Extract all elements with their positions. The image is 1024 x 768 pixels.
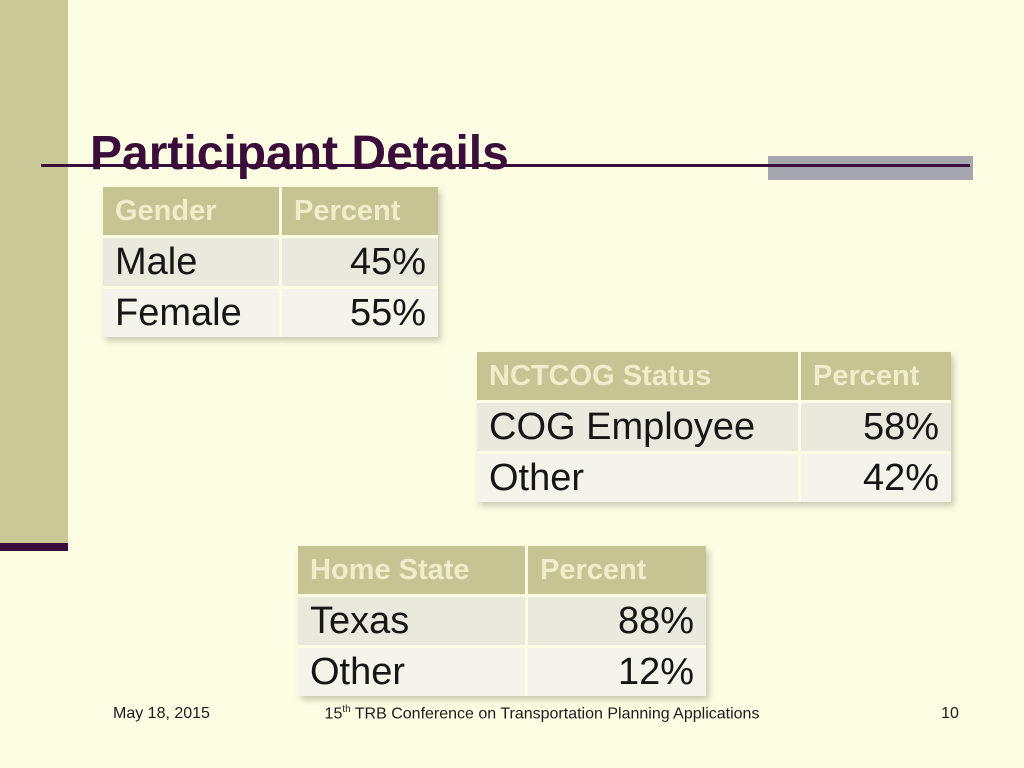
table-cell-value: 45% (282, 238, 438, 286)
sidebar-accent-bar (0, 0, 68, 543)
table-cell-label: Texas (298, 597, 525, 645)
table-cell-value: 42% (801, 454, 951, 502)
table-cell-value: 55% (282, 289, 438, 337)
table-cell-label: COG Employee (477, 403, 798, 451)
table-header-cell: Percent (282, 187, 438, 235)
table-cell-label: Other (298, 648, 525, 696)
sidebar-end-bar (0, 543, 68, 551)
footer-conference-prefix: 15 (324, 705, 343, 723)
footer-conference-rest: TRB Conference on Transportation Plannin… (350, 705, 760, 723)
title-underline-rule (41, 164, 970, 167)
table-cell-label: Other (477, 454, 798, 502)
table-cell-value: 12% (528, 648, 706, 696)
table-header-cell: Home State (298, 546, 525, 594)
table-cell-value: 58% (801, 403, 951, 451)
table-header-cell: Gender (103, 187, 279, 235)
footer-page-number: 10 (941, 705, 959, 722)
footer-conference-title: 15th TRB Conference on Transportation Pl… (262, 704, 822, 724)
home-state-table: Home State Percent Texas 88% Other 12% (298, 546, 706, 696)
gender-table: Gender Percent Male 45% Female 55% (103, 187, 438, 337)
nctcog-status-table: NCTCOG Status Percent COG Employee 58% O… (477, 352, 951, 502)
footer-date: May 18, 2015 (113, 705, 210, 722)
footer-conference-superscript: th (342, 704, 351, 715)
table-header-cell: NCTCOG Status (477, 352, 798, 400)
table-header-cell: Percent (528, 546, 706, 594)
table-cell-value: 88% (528, 597, 706, 645)
title-accent-gray-block (768, 156, 973, 180)
table-cell-label: Male (103, 238, 279, 286)
page-title: Participant Details (90, 127, 509, 181)
table-cell-label: Female (103, 289, 279, 337)
table-header-cell: Percent (801, 352, 951, 400)
